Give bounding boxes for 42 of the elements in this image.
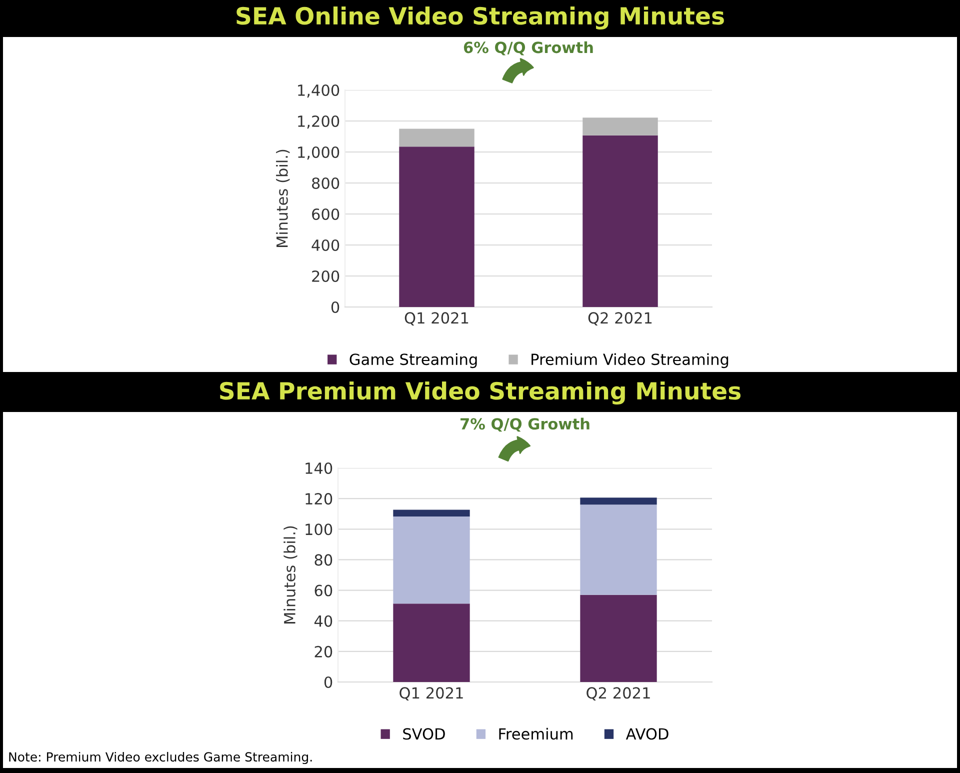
y-tick-label: 100 — [306, 524, 332, 536]
y-tick-label: 140 — [306, 462, 332, 474]
bar — [393, 604, 470, 682]
text: 7% Q/Q Growth — [460, 418, 590, 432]
y-tick-label: 0 — [324, 676, 332, 688]
y-tick-label: 120 — [306, 493, 332, 505]
chart-title: SEA Online Video Streaming Minutes — [236, 6, 724, 30]
bar — [399, 146, 474, 307]
y-tick-label: 1,400 — [298, 84, 340, 98]
legend-label: Freemium — [499, 728, 573, 740]
legend-label: AVOD — [626, 728, 668, 740]
x-tick-label: Q1 2021 — [400, 687, 463, 700]
y-tick-label: 400 — [312, 239, 340, 252]
bar — [580, 594, 657, 682]
bar — [580, 498, 657, 505]
y-tick-label: 80 — [314, 554, 332, 566]
y-axis-title: Minutes (bil.) — [276, 150, 290, 247]
y-tick-label: 200 — [312, 270, 340, 282]
text: 6% Q/Q Growth — [464, 41, 593, 56]
chart-title: SEA Premium Video Streaming Minutes — [220, 381, 741, 405]
legend-label: SVOD — [403, 728, 445, 740]
y-axis-title: Minutes (bil.) — [284, 526, 298, 624]
bar — [582, 135, 658, 307]
bar — [393, 516, 470, 604]
bar — [580, 504, 657, 595]
bar — [393, 510, 470, 516]
legend-label: Game Streaming — [350, 353, 477, 368]
y-tick-label: 600 — [312, 208, 340, 220]
legend-label: Premium Video Streaming — [532, 353, 728, 368]
y-tick-label: 1,000 — [298, 146, 340, 160]
x-tick-label: Q2 2021 — [586, 687, 650, 700]
y-tick-label: 1,200 — [298, 115, 340, 129]
bar — [582, 118, 658, 136]
y-tick-label: 60 — [314, 584, 332, 596]
y-tick-label: 800 — [312, 177, 340, 190]
text: Note: Premium Video excludes Game Streaming. — [9, 752, 312, 764]
y-tick-label: 0 — [331, 301, 340, 314]
x-tick-label: Q1 2021 — [404, 312, 468, 326]
y-tick-label: 20 — [314, 646, 332, 658]
x-tick-label: Q2 2021 — [588, 312, 652, 326]
bar — [399, 128, 474, 147]
y-tick-label: 40 — [314, 615, 332, 627]
